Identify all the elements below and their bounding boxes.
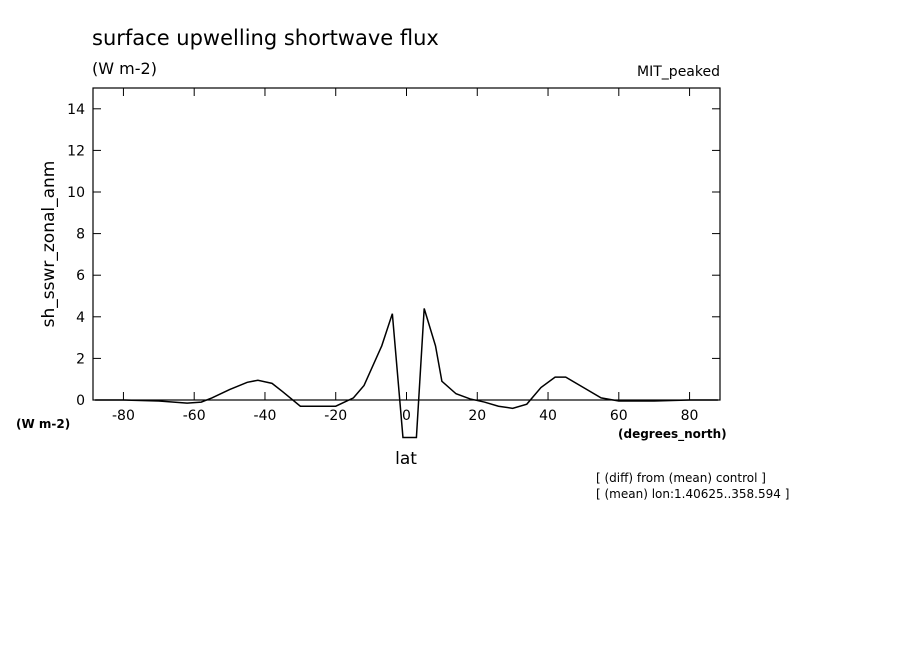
y-units: (W m-2) [16,417,70,431]
y-tick-label: 4 [76,310,85,326]
y-tick-label: 8 [76,227,85,243]
note: [ (diff) from (mean) control ] [596,471,766,485]
dataset-label: MIT_peaked [637,64,720,80]
y-tick-label: 10 [67,185,85,201]
x-tick-label: -60 [183,408,206,424]
data-line [95,308,718,439]
y-axis-label: sh_sswr_zonal_anm [39,161,59,328]
y-tick-label: 2 [76,351,85,367]
x-tick-label: -80 [112,408,135,424]
x-tick-label: 40 [539,408,557,424]
y-tick-label: 12 [67,143,85,159]
chart-title: surface upwelling shortwave flux [92,26,439,50]
x-tick-label: 0 [402,408,411,424]
x-tick-label: 80 [681,408,699,424]
x-tick-label: 60 [610,408,628,424]
note: [ (mean) lon:1.40625..358.594 ] [596,487,789,501]
x-tick-label: 20 [468,408,486,424]
x-axis-label: lat [395,449,417,469]
y-tick-label: 14 [67,102,85,118]
x-tick-label: -20 [324,408,347,424]
chart-subtitle: (W m-2) [92,59,157,78]
x-tick-label: -40 [254,408,277,424]
x-units: (degrees_north) [618,427,727,442]
y-tick-label: 6 [76,268,85,284]
y-tick-label: 0 [76,393,85,409]
